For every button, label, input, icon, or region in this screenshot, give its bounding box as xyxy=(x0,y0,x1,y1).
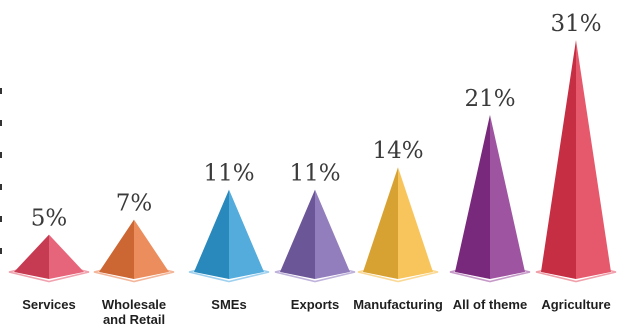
bar-left-face xyxy=(541,40,576,279)
bar-right-face xyxy=(315,189,350,279)
bar xyxy=(188,189,270,283)
bar-left-face xyxy=(194,189,229,279)
edge-mark xyxy=(0,248,2,254)
value-label: 5% xyxy=(31,206,68,232)
edge-mark xyxy=(0,152,2,158)
bar-right-face xyxy=(49,234,84,279)
edge-mark xyxy=(0,88,2,94)
category-label: Manufacturing xyxy=(353,297,443,312)
edge-mark xyxy=(0,216,2,222)
bar xyxy=(8,234,90,283)
bar-left-face xyxy=(14,234,49,279)
bar-right-face xyxy=(576,40,611,279)
value-label: 11% xyxy=(289,161,340,187)
edge-mark xyxy=(0,184,2,190)
category-label: Services xyxy=(22,297,76,312)
category-label: Agriculture xyxy=(541,297,610,312)
category-labels-group: Services Wholesale and Retail SMEs Exports Ma… xyxy=(22,297,610,327)
bar-right-face xyxy=(398,167,433,279)
category-label: SMEs xyxy=(211,297,246,312)
value-label: 11% xyxy=(203,161,254,187)
category-label: Exports xyxy=(291,297,339,312)
bar-right-face xyxy=(229,189,264,279)
bar-right-face xyxy=(490,114,525,279)
value-label: 7% xyxy=(116,191,153,217)
value-label: 31% xyxy=(550,11,601,37)
bar xyxy=(449,114,531,283)
bar-left-face xyxy=(455,114,490,279)
bar xyxy=(357,167,439,283)
bar xyxy=(535,40,617,283)
bar-left-face xyxy=(99,219,134,279)
bar-left-face xyxy=(363,167,398,279)
value-labels-group: 5% 7% 11% 11% 14% 21% 31% xyxy=(31,11,602,232)
bar xyxy=(274,189,356,283)
category-label: All of theme xyxy=(453,297,527,312)
bars-group xyxy=(8,40,617,283)
edge-mark xyxy=(0,120,2,126)
category-label: Wholesale and Retail xyxy=(102,297,166,327)
bar-right-face xyxy=(134,219,169,279)
bar-left-face xyxy=(280,189,315,279)
bar xyxy=(93,219,175,283)
left-edge-marks xyxy=(0,88,2,254)
value-label: 21% xyxy=(464,86,515,112)
value-label: 14% xyxy=(372,138,423,164)
